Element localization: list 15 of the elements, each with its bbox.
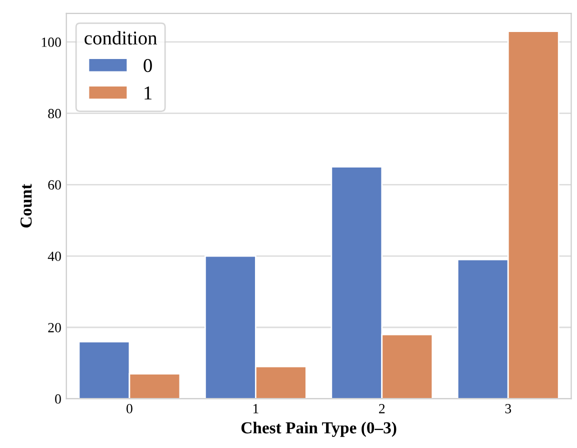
y-axis-title: Count [20, 184, 32, 228]
x-tick-label: 3 [505, 404, 512, 414]
y-tick-label: 20 [48, 322, 61, 332]
legend-label: 1 [144, 86, 152, 100]
y-tick-label: 80 [48, 108, 61, 118]
y-tick-label: 100 [42, 38, 61, 47]
x-tick-label: 1 [253, 404, 258, 414]
x-tick-label: 2 [379, 404, 385, 414]
legend-label: 0 [144, 58, 152, 72]
y-tick-label: 60 [48, 180, 61, 190]
y-tick-label: 0 [55, 394, 61, 404]
x-tick-label: 0 [126, 404, 132, 414]
x-axis-title: Chest Pain Type (0–3) [241, 422, 396, 437]
legend-title: condition [84, 30, 158, 45]
y-tick-label: 40 [48, 252, 61, 261]
